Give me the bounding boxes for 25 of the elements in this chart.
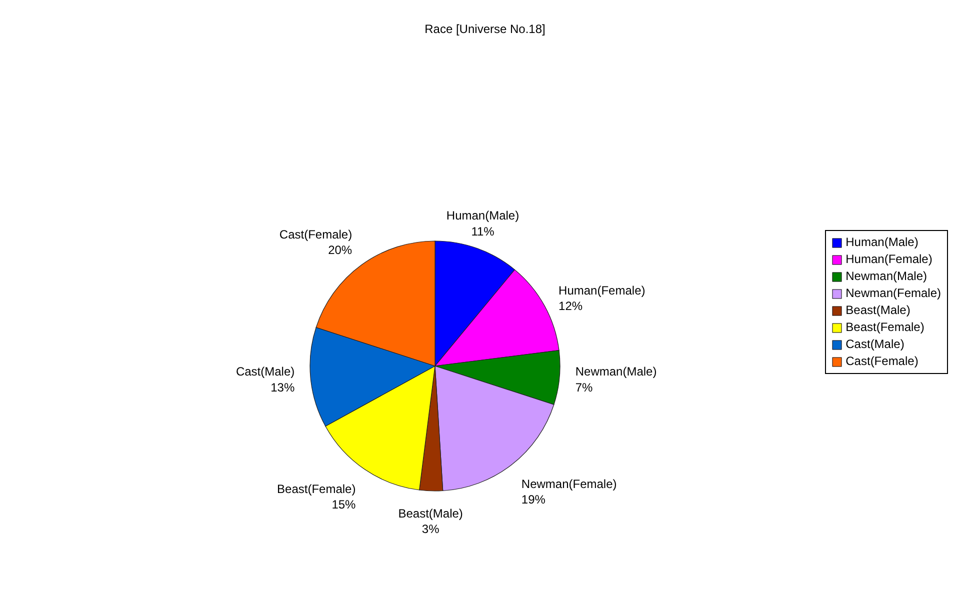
data-label: 15%: [332, 498, 356, 512]
slice-label: Beast(Male): [398, 506, 463, 520]
data-label: 3%: [422, 522, 440, 536]
legend-label: Beast(Female): [846, 319, 924, 336]
legend-label: Newman(Female): [846, 285, 941, 302]
legend-label: Cast(Female): [846, 353, 918, 370]
data-label: 11%: [471, 224, 495, 238]
slice-label: Beast(Female): [277, 482, 356, 496]
data-label: 20%: [328, 242, 352, 257]
slice-label: Cast(Male): [236, 364, 295, 379]
slice-label: Cast(Female): [279, 227, 352, 242]
legend-label: Newman(Male): [846, 268, 927, 285]
slice-label: Newman(Female): [521, 476, 617, 491]
slice-label: Newman(Male): [575, 364, 657, 379]
data-label: 12%: [558, 299, 583, 314]
slice-label: Human(Male): [446, 208, 520, 223]
data-label: 13%: [270, 380, 295, 394]
legend-label: Cast(Male): [846, 336, 904, 353]
slice-label: Human(Female): [558, 283, 646, 298]
legend-label: Beast(Male): [846, 302, 910, 319]
legend-label: Human(Male): [846, 234, 918, 251]
data-label: 7%: [575, 380, 594, 394]
legend-label: Human(Female): [846, 251, 932, 268]
data-label: 19%: [521, 492, 546, 506]
chart-title: Race [Universe No.18]: [424, 22, 546, 36]
